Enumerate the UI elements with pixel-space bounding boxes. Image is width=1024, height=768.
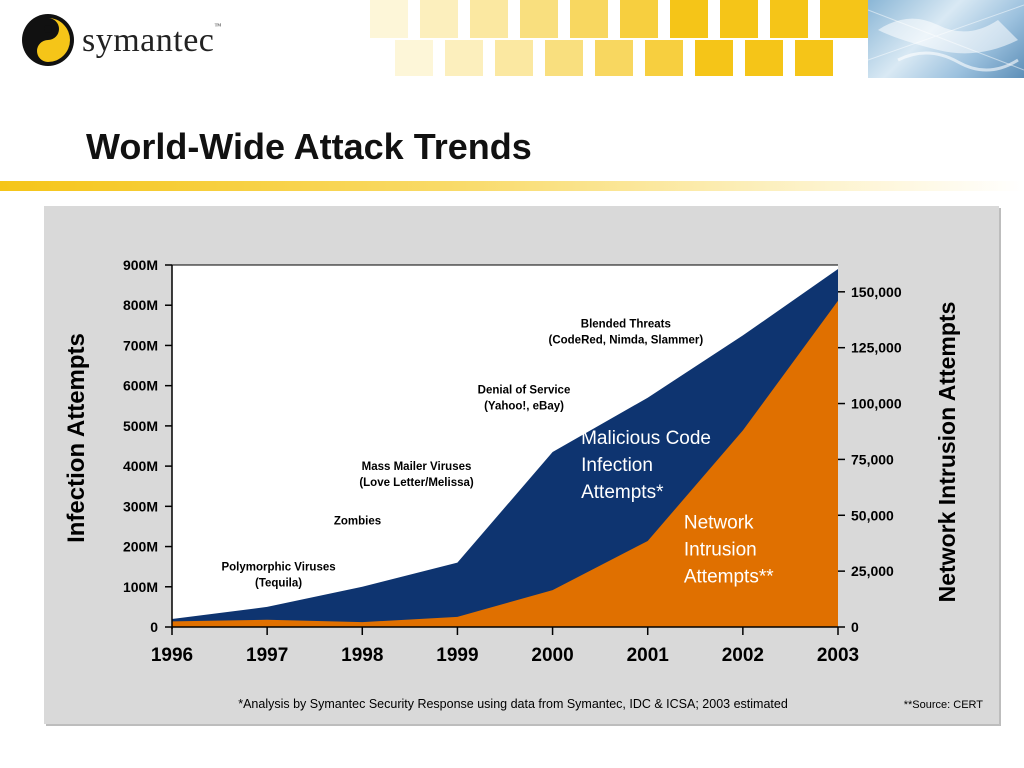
x-tick-label: 1999 bbox=[436, 645, 478, 666]
network-intrusion-series-label: Network Intrusion Attempts** bbox=[684, 512, 774, 587]
y-left-tick-label: 400M bbox=[123, 458, 158, 474]
y-left-tick-label: 700M bbox=[123, 337, 158, 353]
footnote-analysis: *Analysis by Symantec Security Response … bbox=[238, 697, 788, 711]
event-annotation: Denial of Service (Yahoo!, eBay) bbox=[478, 385, 571, 413]
title-underline bbox=[0, 181, 1024, 191]
x-tick-label: 1998 bbox=[341, 645, 383, 666]
x-tick-label: 1996 bbox=[151, 645, 193, 666]
globe-image bbox=[868, 0, 1024, 78]
event-annotation: Blended Threats (CodeRed, Nimda, Slammer) bbox=[549, 318, 704, 346]
y-left-tick-label: 100M bbox=[123, 579, 158, 595]
y-right-tick-label: 25,000 bbox=[851, 563, 894, 579]
y-left-tick-label: 500M bbox=[123, 418, 158, 434]
x-tick-label: 2002 bbox=[722, 645, 764, 666]
x-tick-label: 1997 bbox=[246, 645, 288, 666]
y-left-tick-label: 800M bbox=[123, 297, 158, 313]
y-right-tick-label: 0 bbox=[851, 619, 859, 635]
y-right-tick-label: 50,000 bbox=[851, 507, 894, 523]
network-intrusion-area bbox=[172, 300, 838, 627]
x-tick-label: 2001 bbox=[627, 645, 670, 666]
brand-trademark: ™ bbox=[214, 22, 222, 30]
slide-header: symantec™ bbox=[0, 0, 1024, 80]
event-annotation: Polymorphic Viruses (Tequila) bbox=[221, 562, 335, 590]
malicious-code-series-label: Malicious Code Infection Attempts* bbox=[581, 428, 711, 503]
y-left-tick-label: 900M bbox=[123, 257, 158, 273]
y-axis-label-left: Infection Attempts bbox=[63, 333, 90, 543]
y-right-tick-label: 150,000 bbox=[851, 284, 902, 300]
x-tick-label: 2003 bbox=[817, 645, 859, 666]
symantec-logo-icon bbox=[22, 14, 74, 66]
decorative-squares bbox=[370, 0, 868, 76]
y-left-tick-label: 200M bbox=[123, 539, 158, 555]
event-annotation: Zombies bbox=[334, 515, 381, 527]
y-left-tick-label: 600M bbox=[123, 378, 158, 394]
brand-name: symantec bbox=[82, 22, 215, 59]
symantec-logo: symantec™ bbox=[20, 12, 222, 68]
x-tick-label: 2000 bbox=[531, 645, 573, 666]
footnote-source: **Source: CERT bbox=[904, 699, 984, 711]
y-axis-label-right: Network Intrusion Attempts bbox=[934, 302, 960, 603]
event-annotation: Mass Mailer Viruses (Love Letter/Melissa) bbox=[359, 461, 474, 489]
y-left-tick-label: 0 bbox=[150, 619, 158, 635]
y-right-tick-label: 75,000 bbox=[851, 451, 894, 467]
y-right-tick-label: 100,000 bbox=[851, 396, 902, 412]
slide-title: World-Wide Attack Trends bbox=[86, 126, 532, 167]
y-right-tick-label: 125,000 bbox=[851, 340, 902, 356]
y-left-tick-label: 300M bbox=[123, 498, 158, 514]
